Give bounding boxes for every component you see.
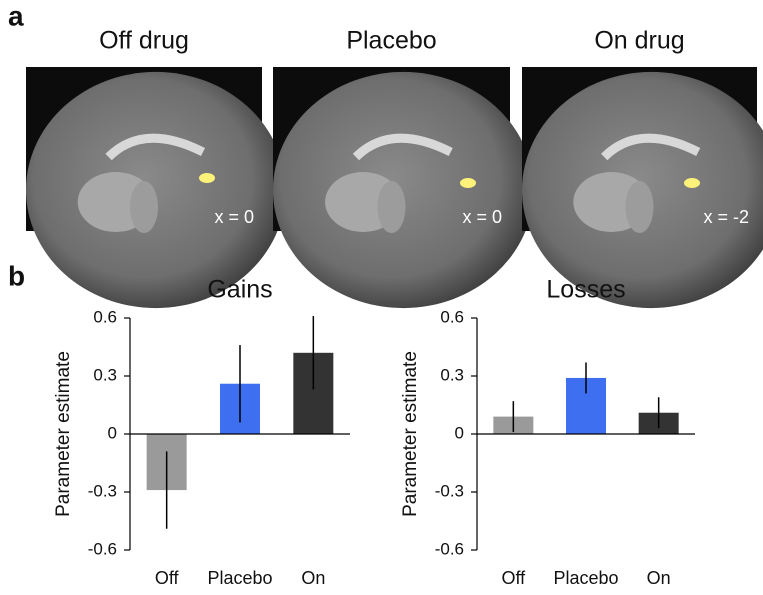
- y-tick-label: 0.6: [93, 307, 117, 326]
- x-tick-label: Placebo: [207, 568, 272, 588]
- brain: [26, 71, 286, 309]
- activation: [684, 178, 700, 188]
- corpus-callosum: [352, 133, 453, 161]
- image-title: Placebo: [346, 27, 436, 55]
- coord-label: x = 0: [214, 207, 254, 227]
- brainstem: [130, 181, 158, 233]
- chart-title: Losses: [546, 276, 625, 304]
- panel-label: a: [8, 0, 24, 31]
- x-tick-label: Off: [155, 568, 180, 588]
- activation: [460, 178, 476, 188]
- y-axis-label: Parameter estimate: [53, 351, 74, 517]
- panel-label: b: [8, 260, 25, 291]
- image-title: Off drug: [99, 27, 189, 55]
- y-tick-label: 0.3: [93, 365, 117, 384]
- y-axis-label: Parameter estimate: [400, 351, 421, 517]
- y-tick-label: 0.3: [440, 365, 464, 384]
- coord-label: x = -2: [703, 207, 749, 227]
- x-tick-label: On: [647, 568, 671, 588]
- brain-image: [522, 67, 763, 309]
- y-tick-label: -0.6: [88, 539, 117, 558]
- y-tick-label: 0: [108, 423, 117, 442]
- brain-image: [273, 67, 534, 309]
- brainstem: [625, 181, 654, 233]
- corpus-callosum: [601, 133, 701, 161]
- x-tick-label: On: [301, 568, 325, 588]
- x-tick-label: Off: [501, 568, 526, 588]
- y-tick-label: -0.3: [435, 481, 464, 500]
- brainstem: [377, 181, 406, 233]
- x-tick-label: Placebo: [553, 568, 618, 588]
- coord-label: x = 0: [462, 207, 502, 227]
- brain-image: [26, 67, 286, 309]
- y-tick-label: -0.6: [435, 539, 464, 558]
- brain: [273, 71, 534, 309]
- y-tick-label: -0.3: [88, 481, 117, 500]
- corpus-callosum: [105, 133, 206, 161]
- y-tick-label: 0.6: [440, 307, 464, 326]
- image-title: On drug: [594, 27, 684, 55]
- y-tick-label: 0: [455, 423, 464, 442]
- chart-title: Gains: [207, 276, 272, 304]
- activation: [199, 173, 215, 183]
